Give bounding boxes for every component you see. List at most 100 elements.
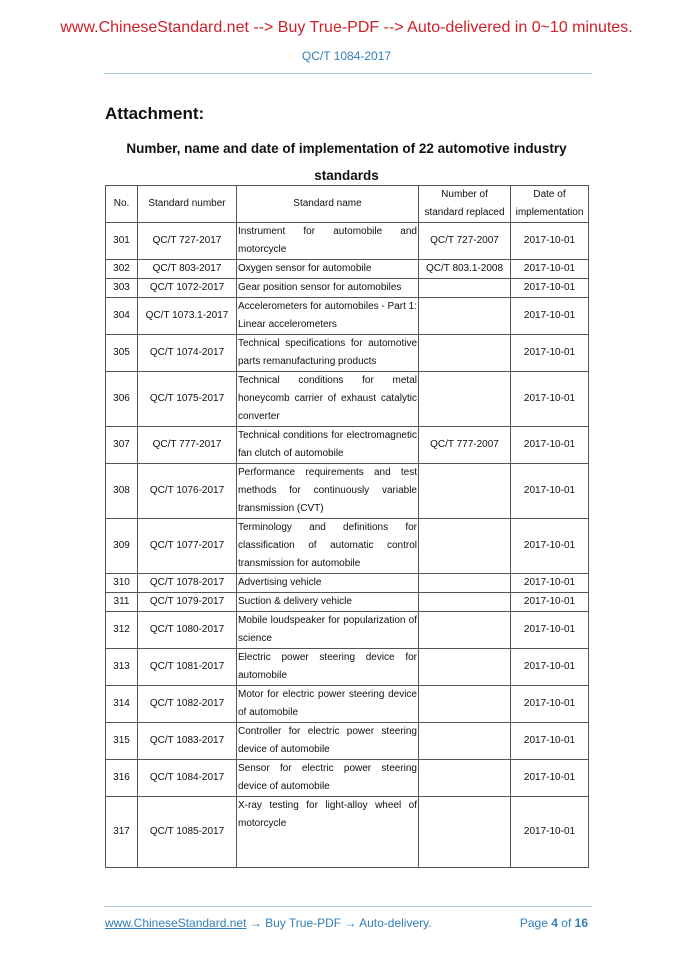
- implementation-date: 2017-10-01: [510, 759, 589, 797]
- row-no: 308: [105, 463, 138, 519]
- standard-name: Sensor for electric power steering devic…: [236, 759, 419, 797]
- implementation-date: 2017-10-01: [510, 722, 589, 760]
- replaced-standard: [418, 518, 511, 574]
- replaced-standard: [418, 573, 511, 593]
- replaced-standard: [418, 685, 511, 723]
- standard-number: QC/T 1078-2017: [137, 573, 237, 593]
- standard-name: X-ray testing for light-alloy wheel of m…: [236, 796, 419, 868]
- standard-name: Controller for electric power steering d…: [236, 722, 419, 760]
- row-no: 303: [105, 278, 138, 298]
- table-row: 313 QC/T 1081-2017 Electric power steering…: [105, 648, 589, 686]
- row-no: 313: [105, 648, 138, 686]
- header-divider: [104, 73, 592, 74]
- standard-number: QC/T 1072-2017: [137, 278, 237, 298]
- table-row: 305 QC/T 1074-2017 Technical specification…: [105, 334, 589, 372]
- attachment-heading: Attachment:: [105, 104, 205, 123]
- replaced-standard: [418, 463, 511, 519]
- row-no: 304: [105, 297, 138, 335]
- replaced-standard: [418, 278, 511, 298]
- standard-number: QC/T 727-2017: [137, 222, 237, 260]
- row-no: 312: [105, 611, 138, 649]
- standard-name: Gear position sensor for automobiles: [236, 278, 419, 298]
- standard-name: Mobile loudspeaker for popularization of…: [236, 611, 419, 649]
- replaced-standard: [418, 648, 511, 686]
- standard-number: QC/T 777-2017: [137, 426, 237, 464]
- standard-name: Accelerometers for automobiles - Part 1:…: [236, 297, 419, 335]
- footer-divider: [104, 906, 592, 907]
- column-header: Standard number: [137, 185, 237, 223]
- table-row: 316 QC/T 1084-2017 Sensor for electric pow…: [105, 759, 589, 797]
- header-doc-code: QC/T 1084-2017: [301, 49, 392, 63]
- replaced-standard: [418, 759, 511, 797]
- implementation-date: 2017-10-01: [510, 648, 589, 686]
- standard-name: Instrument for automobile and motorcycle: [236, 222, 419, 260]
- implementation-date: 2017-10-01: [510, 592, 589, 612]
- standard-number: QC/T 1077-2017: [137, 518, 237, 574]
- implementation-date: 2017-10-01: [510, 611, 589, 649]
- standard-number: QC/T 1073.1-2017: [137, 297, 237, 335]
- row-no: 306: [105, 371, 138, 427]
- column-header: Standard name: [236, 185, 419, 223]
- standard-number: QC/T 1081-2017: [137, 648, 237, 686]
- implementation-date: 2017-10-01: [510, 371, 589, 427]
- standard-name: Technical conditions for electromagnetic…: [236, 426, 419, 464]
- table-row: 312 QC/T 1080-2017 Mobile loudspeaker for …: [105, 611, 589, 649]
- table-row: 308 QC/T 1076-2017 Performance requirement…: [105, 463, 589, 519]
- table-row: 317 QC/T 1085-2017 X-ray testing for light…: [105, 796, 589, 868]
- standard-name: Performance requirements and test method…: [236, 463, 419, 519]
- standard-number: QC/T 1083-2017: [137, 722, 237, 760]
- standard-number: QC/T 1075-2017: [137, 371, 237, 427]
- promo-banner: www.ChineseStandard.net --> Buy True-PDF…: [60, 19, 633, 36]
- implementation-date: 2017-10-01: [510, 518, 589, 574]
- standard-name: Suction & delivery vehicle: [236, 592, 419, 612]
- row-no: 305: [105, 334, 138, 372]
- implementation-date: 2017-10-01: [510, 222, 589, 260]
- row-no: 302: [105, 259, 138, 279]
- table-title: Number, name and date of implementation …: [126, 141, 567, 183]
- footer: www.ChineseStandard.net → Buy True-PDF →…: [105, 916, 588, 930]
- implementation-date: 2017-10-01: [510, 426, 589, 464]
- standard-number: QC/T 1074-2017: [137, 334, 237, 372]
- implementation-date: 2017-10-01: [510, 685, 589, 723]
- standard-name: Terminology and definitions for classifi…: [236, 518, 419, 574]
- standard-name: Technical specifications for automotive …: [236, 334, 419, 372]
- implementation-date: 2017-10-01: [510, 334, 589, 372]
- row-no: 316: [105, 759, 138, 797]
- table-header-row: No. Standard number Standard name Number of…: [105, 185, 589, 223]
- table-row: 303 QC/T 1072-2017 Gear position sensor fo…: [105, 278, 589, 298]
- standards-table: No. Standard number Standard name Number of…: [105, 185, 589, 868]
- standard-number: QC/T 1076-2017: [137, 463, 237, 519]
- standard-name: Electric power steering device for autom…: [236, 648, 419, 686]
- replaced-standard: [418, 592, 511, 612]
- replaced-standard: [418, 611, 511, 649]
- row-no: 314: [105, 685, 138, 723]
- replaced-standard: [418, 371, 511, 427]
- implementation-date: 2017-10-01: [510, 463, 589, 519]
- implementation-date: 2017-10-01: [510, 278, 589, 298]
- standard-number: QC/T 1079-2017: [137, 592, 237, 612]
- table-row: 314 QC/T 1082-2017 Motor for electric powe…: [105, 685, 589, 723]
- row-no: 301: [105, 222, 138, 260]
- implementation-date: 2017-10-01: [510, 259, 589, 279]
- replaced-standard: [418, 796, 511, 868]
- table-row: 311 QC/T 1079-2017 Suction & delivery vehi…: [105, 592, 589, 612]
- row-no: 309: [105, 518, 138, 574]
- implementation-date: 2017-10-01: [510, 573, 589, 593]
- standard-number: QC/T 1084-2017: [137, 759, 237, 797]
- row-no: 311: [105, 592, 138, 612]
- table-row: 307 QC/T 777-2017 Technical conditions for…: [105, 426, 589, 464]
- replaced-standard: QC/T 777-2007: [418, 426, 511, 464]
- table-row: 302 QC/T 803-2017 Oxygen sensor for automo…: [105, 259, 589, 279]
- row-no: 315: [105, 722, 138, 760]
- replaced-standard: [418, 297, 511, 335]
- standard-number: QC/T 1085-2017: [137, 796, 237, 868]
- column-header: Date of implementation: [510, 185, 589, 223]
- standard-name: Advertising vehicle: [236, 573, 419, 593]
- standard-number: QC/T 1080-2017: [137, 611, 237, 649]
- table-row: 306 QC/T 1075-2017 Technical conditions fo…: [105, 371, 589, 427]
- table-row: 304 QC/T 1073.1-2017 Accelerometers for au…: [105, 297, 589, 335]
- row-no: 317: [105, 796, 138, 868]
- footer-link[interactable]: www.ChineseStandard.net: [105, 916, 247, 930]
- implementation-date: 2017-10-01: [510, 297, 589, 335]
